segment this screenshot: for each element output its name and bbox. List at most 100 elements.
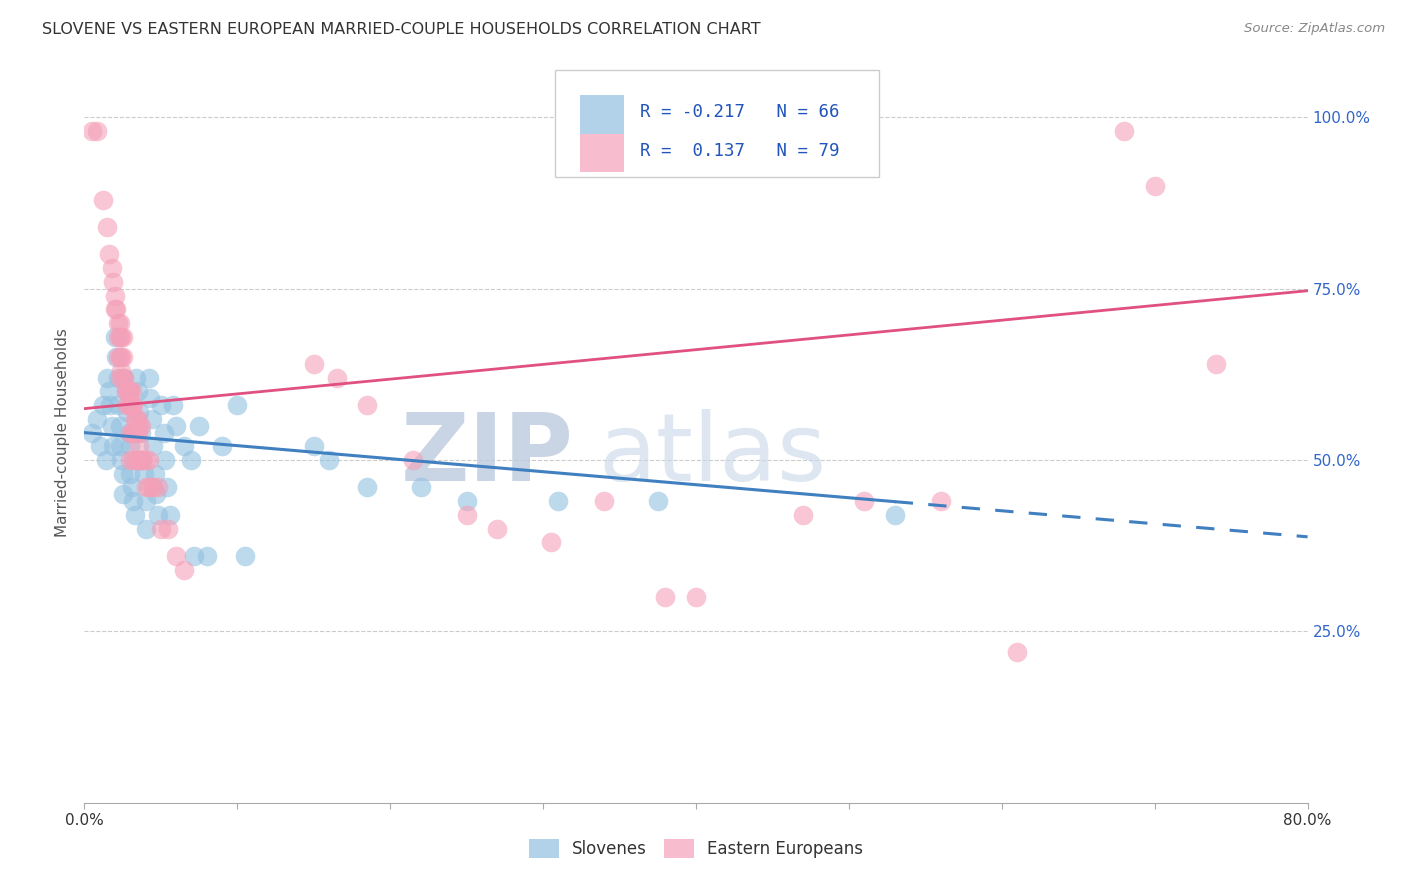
Point	[183, 549, 205, 563]
Point	[547, 494, 569, 508]
Point	[96, 371, 118, 385]
Point	[153, 425, 176, 440]
Point	[128, 405, 150, 419]
Point	[91, 193, 114, 207]
Point	[108, 350, 131, 364]
Point	[121, 480, 143, 494]
Point	[138, 453, 160, 467]
Point	[107, 329, 129, 343]
Point	[138, 371, 160, 385]
Point	[188, 418, 211, 433]
Y-axis label: Married-couple Households: Married-couple Households	[55, 328, 70, 537]
Point	[142, 480, 165, 494]
Point	[110, 329, 132, 343]
Point	[118, 425, 141, 440]
Point	[108, 329, 131, 343]
Point	[356, 480, 378, 494]
Point	[180, 453, 202, 467]
Point	[132, 467, 155, 481]
Point	[118, 398, 141, 412]
Point	[128, 439, 150, 453]
Point	[173, 439, 195, 453]
Point	[129, 453, 152, 467]
Point	[96, 219, 118, 234]
Point	[104, 288, 127, 302]
Point	[302, 439, 325, 453]
Point	[101, 418, 124, 433]
Point	[94, 453, 117, 467]
Point	[108, 418, 131, 433]
Point	[121, 425, 143, 440]
Point	[110, 453, 132, 467]
Point	[124, 508, 146, 522]
Point	[146, 480, 169, 494]
Point	[107, 398, 129, 412]
Point	[302, 357, 325, 371]
Point	[120, 453, 142, 467]
Point	[110, 364, 132, 378]
Point	[143, 467, 166, 481]
Point	[121, 398, 143, 412]
Point	[1114, 124, 1136, 138]
Point	[540, 535, 562, 549]
Text: R =  0.137   N = 79: R = 0.137 N = 79	[640, 143, 839, 161]
FancyBboxPatch shape	[555, 70, 880, 178]
Point	[108, 316, 131, 330]
Point	[135, 494, 157, 508]
Point	[146, 508, 169, 522]
Point	[1205, 357, 1227, 371]
Point	[654, 590, 676, 604]
Point	[145, 487, 167, 501]
Point	[233, 549, 256, 563]
Point	[149, 398, 172, 412]
Point	[111, 350, 134, 364]
Point	[139, 392, 162, 406]
Point	[86, 124, 108, 138]
Point	[156, 480, 179, 494]
Point	[125, 453, 148, 467]
Point	[108, 439, 131, 453]
Point	[125, 371, 148, 385]
Point	[104, 329, 127, 343]
Point	[111, 329, 134, 343]
Point	[122, 453, 145, 467]
Point	[195, 549, 218, 563]
Point	[141, 480, 163, 494]
Point	[226, 398, 249, 412]
Point	[89, 439, 111, 453]
Point	[107, 371, 129, 385]
Point	[98, 398, 121, 412]
Point	[112, 371, 135, 385]
Point	[402, 453, 425, 467]
Point	[129, 425, 152, 440]
Point	[121, 384, 143, 399]
Point	[647, 494, 669, 508]
Point	[128, 418, 150, 433]
Point	[138, 480, 160, 494]
Point	[883, 508, 905, 522]
Point	[325, 371, 347, 385]
Point	[97, 384, 120, 399]
Point	[86, 412, 108, 426]
Point	[108, 371, 131, 385]
Point	[127, 384, 149, 399]
Point	[173, 563, 195, 577]
Text: Source: ZipAtlas.com: Source: ZipAtlas.com	[1244, 22, 1385, 36]
Point	[118, 384, 141, 399]
Point	[105, 350, 128, 364]
Point	[115, 384, 138, 399]
Point	[101, 261, 124, 276]
Point	[120, 467, 142, 481]
Legend: Slovenes, Eastern Europeans: Slovenes, Eastern Europeans	[522, 832, 870, 865]
Point	[120, 398, 142, 412]
Point	[80, 425, 103, 440]
Point	[120, 439, 142, 453]
Text: atlas: atlas	[598, 409, 827, 500]
Point	[456, 508, 478, 522]
FancyBboxPatch shape	[579, 134, 624, 172]
Text: SLOVENE VS EASTERN EUROPEAN MARRIED-COUPLE HOUSEHOLDS CORRELATION CHART: SLOVENE VS EASTERN EUROPEAN MARRIED-COUP…	[42, 22, 761, 37]
Point	[115, 405, 138, 419]
Point	[122, 425, 145, 440]
Point	[111, 371, 134, 385]
Point	[318, 453, 340, 467]
